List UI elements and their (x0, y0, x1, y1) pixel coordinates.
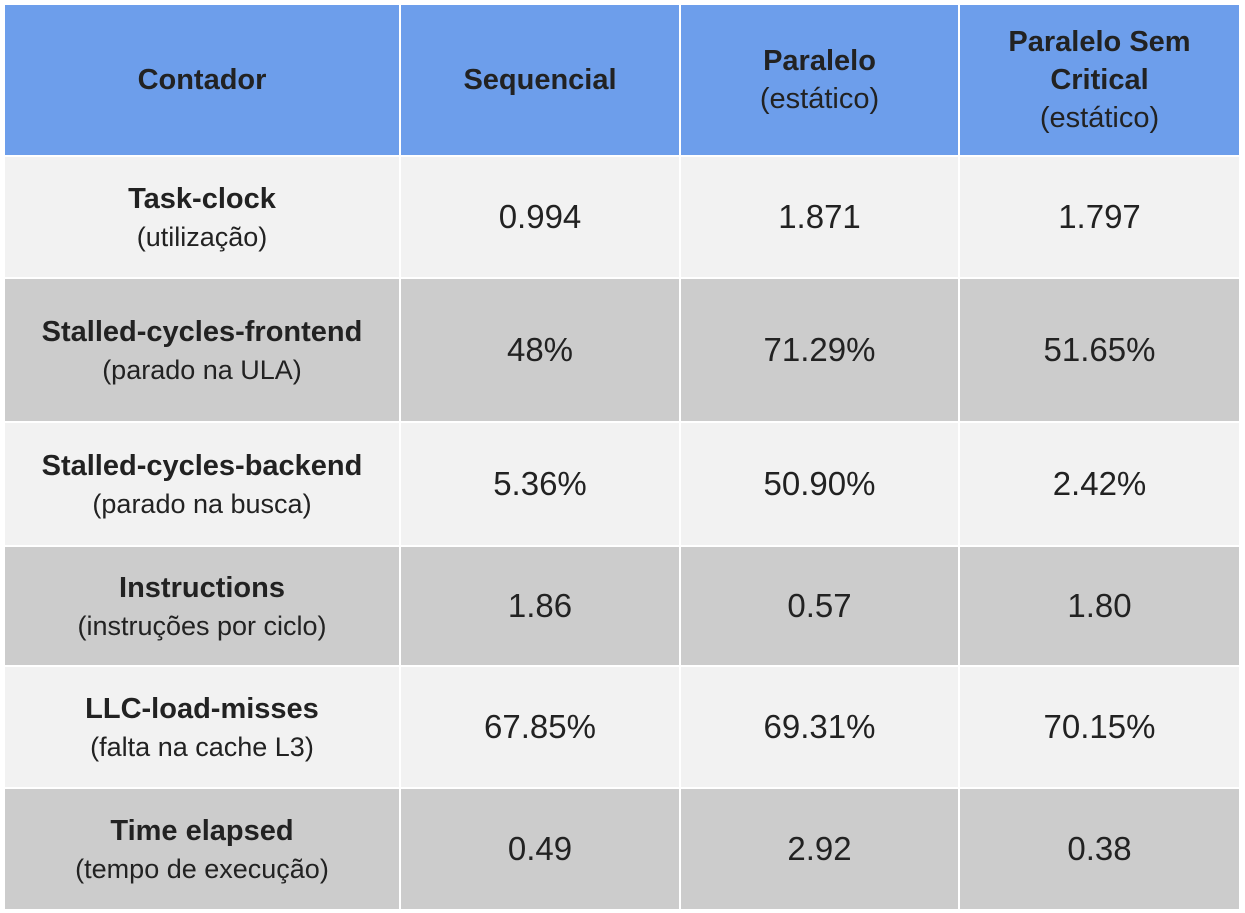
cell-paralelo: 50.90% (679, 421, 960, 547)
table-row: Stalled-cycles-backend (parado na busca)… (3, 421, 1241, 547)
table-row: Instructions (instruções por ciclo) 1.86… (3, 545, 1241, 667)
table-row: LLC-load-misses (falta na cache L3) 67.8… (3, 665, 1241, 789)
row-label: LLC-load-misses (85, 693, 319, 725)
table-row: Task-clock (utilização) 0.994 1.871 1.79… (3, 155, 1241, 279)
header-paralelo-label: Paralelo (763, 45, 876, 77)
row-label-cell: Time elapsed (tempo de execução) (3, 787, 401, 911)
cell-paralelo-sem-critical: 70.15% (958, 665, 1241, 789)
row-label-cell: Task-clock (utilização) (3, 155, 401, 279)
cell-sequencial: 1.86 (399, 545, 681, 667)
table-body: Task-clock (utilização) 0.994 1.871 1.79… (3, 155, 1241, 911)
row-label: Task-clock (128, 183, 276, 215)
header-sequencial: Sequencial (399, 3, 681, 157)
row-label-cell: Stalled-cycles-frontend (parado na ULA) (3, 277, 401, 423)
perf-counter-table: Contador Sequencial Paralelo (estático) … (3, 3, 1241, 911)
header-contador: Contador (3, 3, 401, 157)
header-contador-label: Contador (137, 64, 267, 96)
table-header: Contador Sequencial Paralelo (estático) … (3, 3, 1241, 157)
cell-paralelo: 0.57 (679, 545, 960, 667)
row-label-cell: LLC-load-misses (falta na cache L3) (3, 665, 401, 789)
cell-sequencial: 48% (399, 277, 681, 423)
row-label: Time elapsed (110, 815, 294, 847)
header-paralelo: Paralelo (estático) (679, 3, 960, 157)
cell-paralelo-sem-critical: 2.42% (958, 421, 1241, 547)
cell-paralelo: 2.92 (679, 787, 960, 911)
row-label: Stalled-cycles-frontend (41, 316, 363, 348)
header-row: Contador Sequencial Paralelo (estático) … (3, 3, 1241, 157)
row-sublabel: (parado na ULA) (102, 355, 302, 385)
row-label: Instructions (119, 572, 285, 604)
cell-paralelo-sem-critical: 1.80 (958, 545, 1241, 667)
row-label: Stalled-cycles-backend (41, 450, 363, 482)
table-row: Time elapsed (tempo de execução) 0.49 2.… (3, 787, 1241, 911)
table-row: Stalled-cycles-frontend (parado na ULA) … (3, 277, 1241, 423)
cell-sequencial: 67.85% (399, 665, 681, 789)
row-label-cell: Stalled-cycles-backend (parado na busca) (3, 421, 401, 547)
cell-paralelo-sem-critical: 1.797 (958, 155, 1241, 279)
row-sublabel: (instruções por ciclo) (77, 611, 327, 641)
header-paralelo-sem-label-2: Critical (1050, 64, 1149, 96)
header-paralelo-sub: (estático) (759, 83, 880, 115)
row-sublabel: (parado na busca) (92, 489, 312, 519)
cell-paralelo-sem-critical: 51.65% (958, 277, 1241, 423)
header-paralelo-sem-critical: Paralelo Sem Critical (estático) (958, 3, 1241, 157)
cell-paralelo-sem-critical: 0.38 (958, 787, 1241, 911)
cell-paralelo: 71.29% (679, 277, 960, 423)
header-paralelo-sem-sub: (estático) (1039, 102, 1160, 134)
header-sequencial-label: Sequencial (463, 64, 617, 96)
header-paralelo-sem-label-1: Paralelo Sem (1008, 26, 1191, 58)
cell-paralelo: 69.31% (679, 665, 960, 789)
cell-sequencial: 0.49 (399, 787, 681, 911)
row-label-cell: Instructions (instruções por ciclo) (3, 545, 401, 667)
cell-paralelo: 1.871 (679, 155, 960, 279)
cell-sequencial: 0.994 (399, 155, 681, 279)
row-sublabel: (utilização) (136, 222, 268, 252)
row-sublabel: (falta na cache L3) (90, 732, 314, 762)
cell-sequencial: 5.36% (399, 421, 681, 547)
row-sublabel: (tempo de execução) (75, 854, 329, 884)
